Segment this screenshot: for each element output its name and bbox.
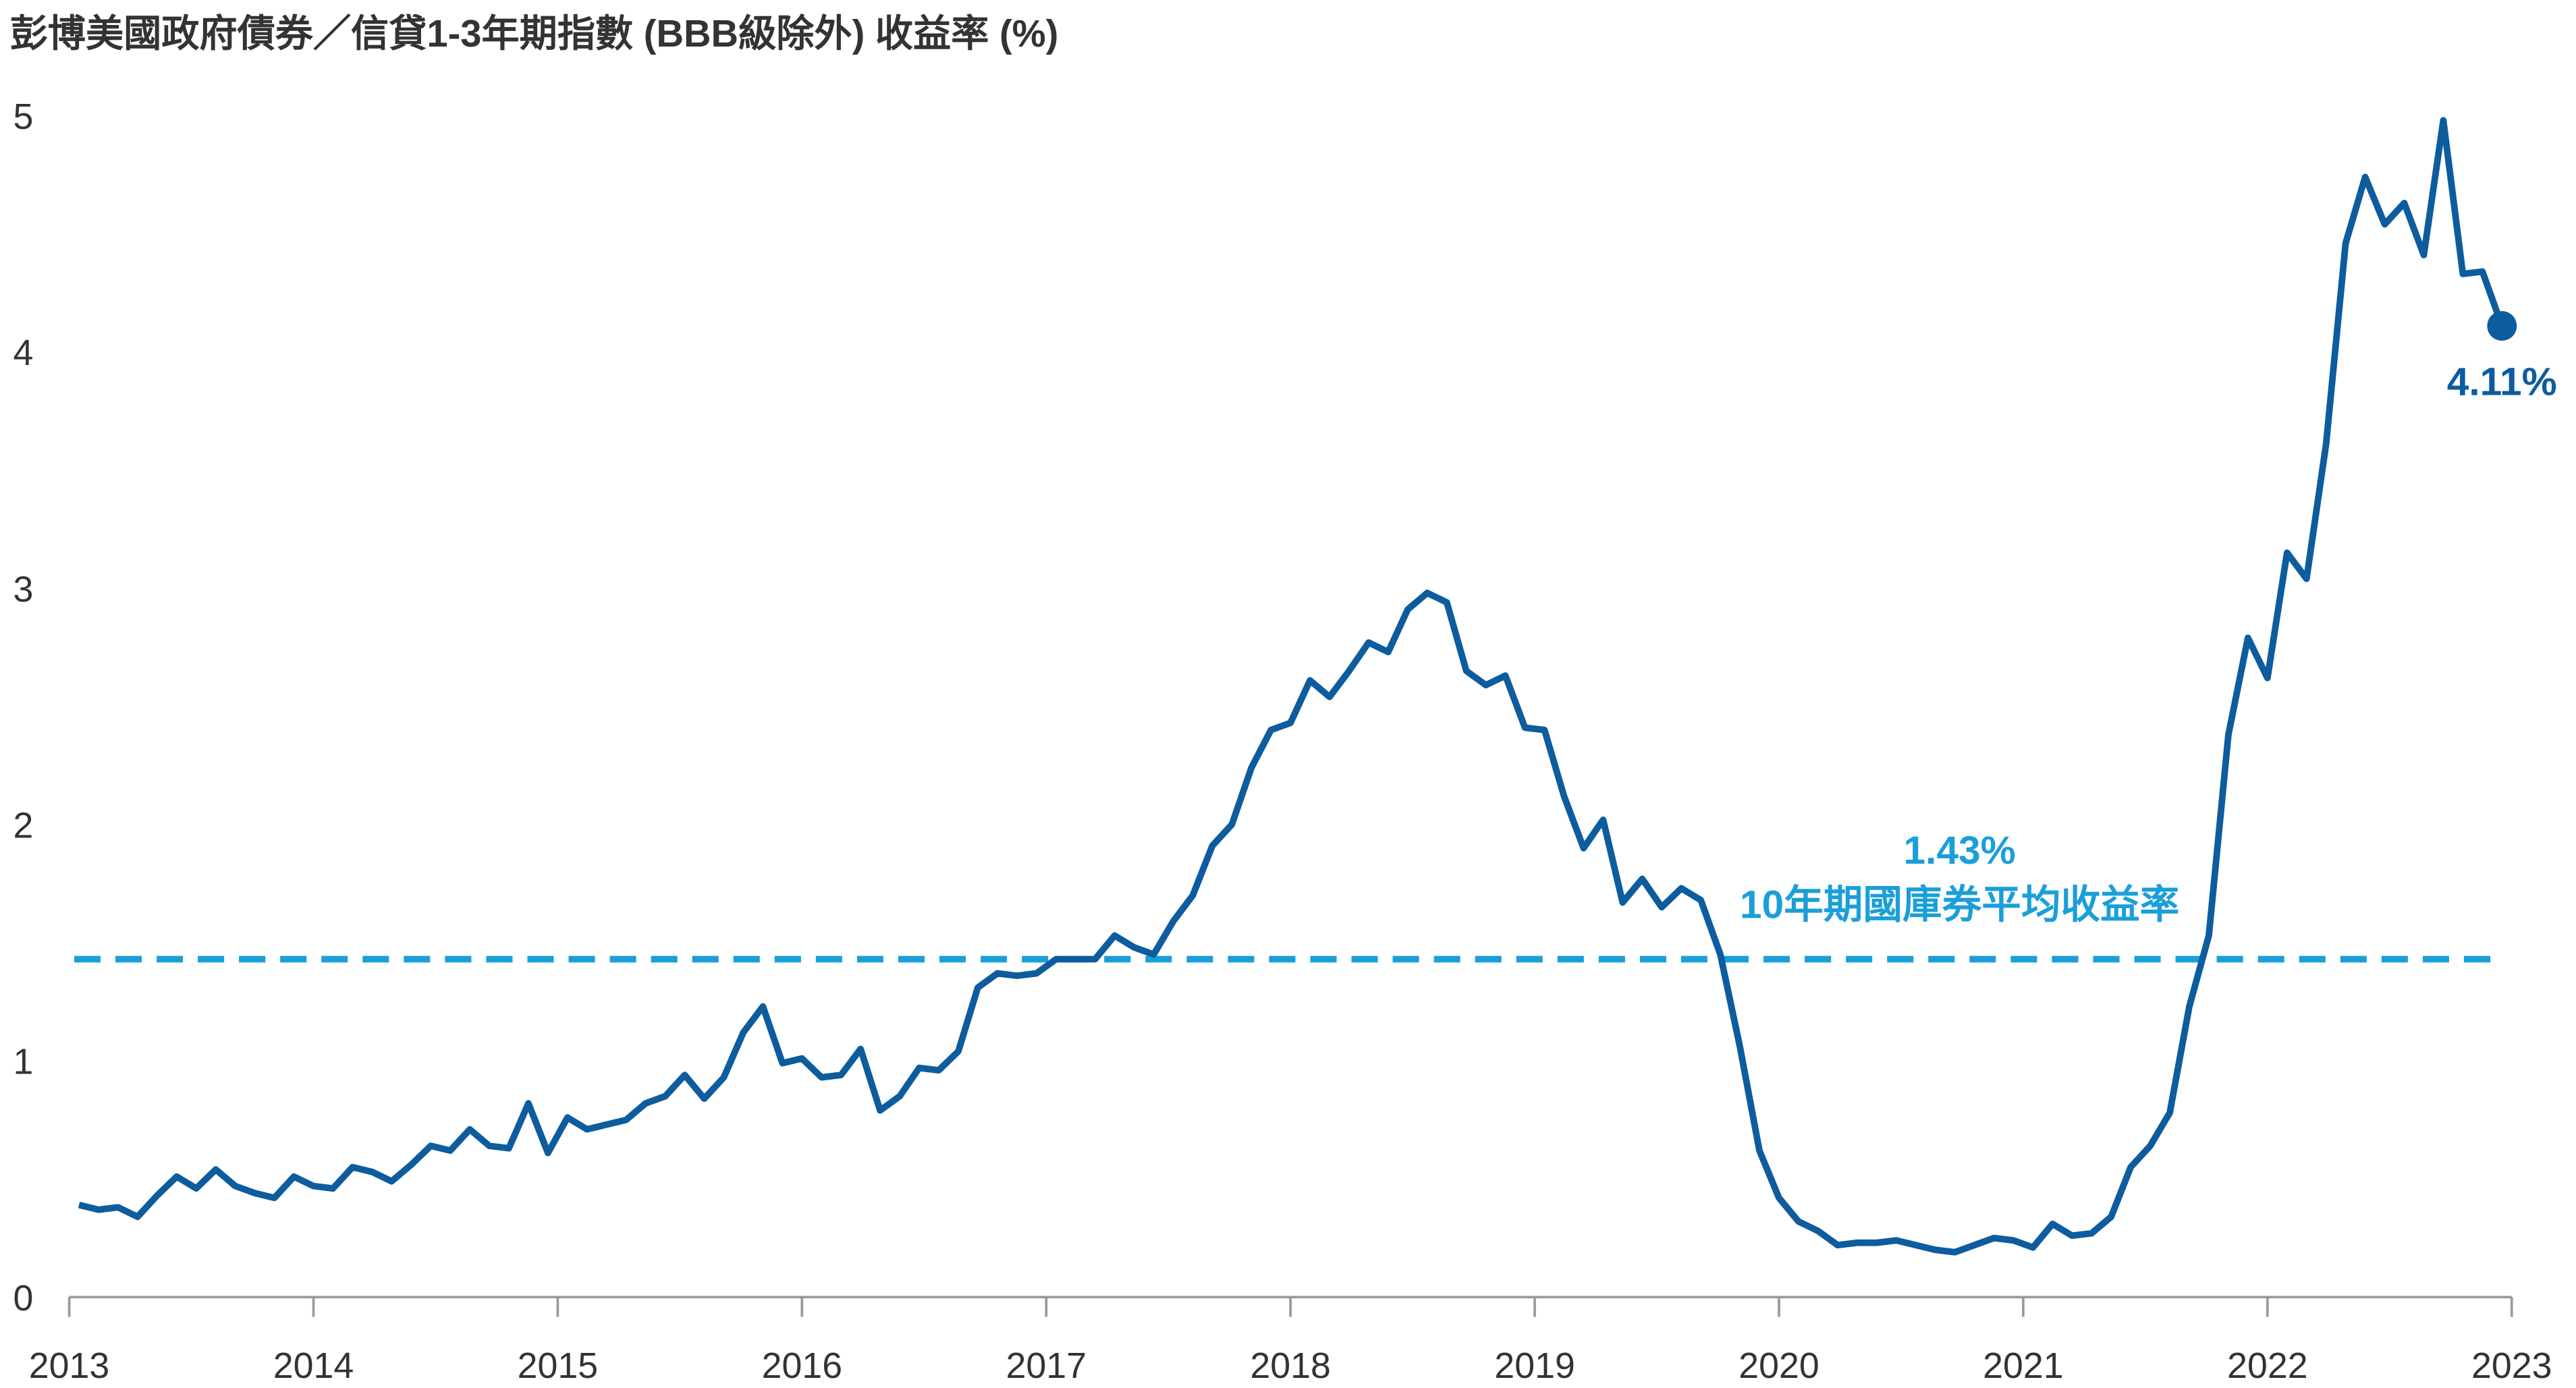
reference-text: 10年期國庫券平均收益率 [1740,883,2179,927]
y-tick-label: 1 [13,1042,34,1082]
x-tick-label: 2015 [518,1345,599,1386]
y-tick-label: 3 [13,569,34,609]
chart-title: 彭博美國政府債券／信貸1-3年期指數 (BBB級除外) 收益率 (%) [10,12,1059,55]
line [78,117,2505,1256]
reference-value-label: 1.43% [1904,829,2016,872]
x-tick-label: 2019 [1494,1345,1575,1386]
x-tick-label: 2016 [762,1345,843,1386]
x-tick-label: 2021 [1983,1345,2064,1386]
y-tick-label: 2 [13,805,34,845]
y-tick-label: 0 [13,1278,34,1318]
x-tick-label: 2017 [1006,1345,1087,1386]
end-label: 4.11% [2447,360,2557,404]
x-tick-label: 2013 [29,1345,110,1386]
x-tick-label: 2020 [1738,1345,1819,1386]
x-tick-label: 2018 [1250,1345,1331,1386]
y-tick-label: 5 [13,96,34,137]
x-tick-label: 2022 [2227,1345,2308,1386]
end-point [2487,311,2517,341]
x-tick-label: 2023 [2471,1345,2552,1386]
x-tick-label: 2014 [273,1345,354,1386]
y-tick-label: 4 [13,333,34,373]
